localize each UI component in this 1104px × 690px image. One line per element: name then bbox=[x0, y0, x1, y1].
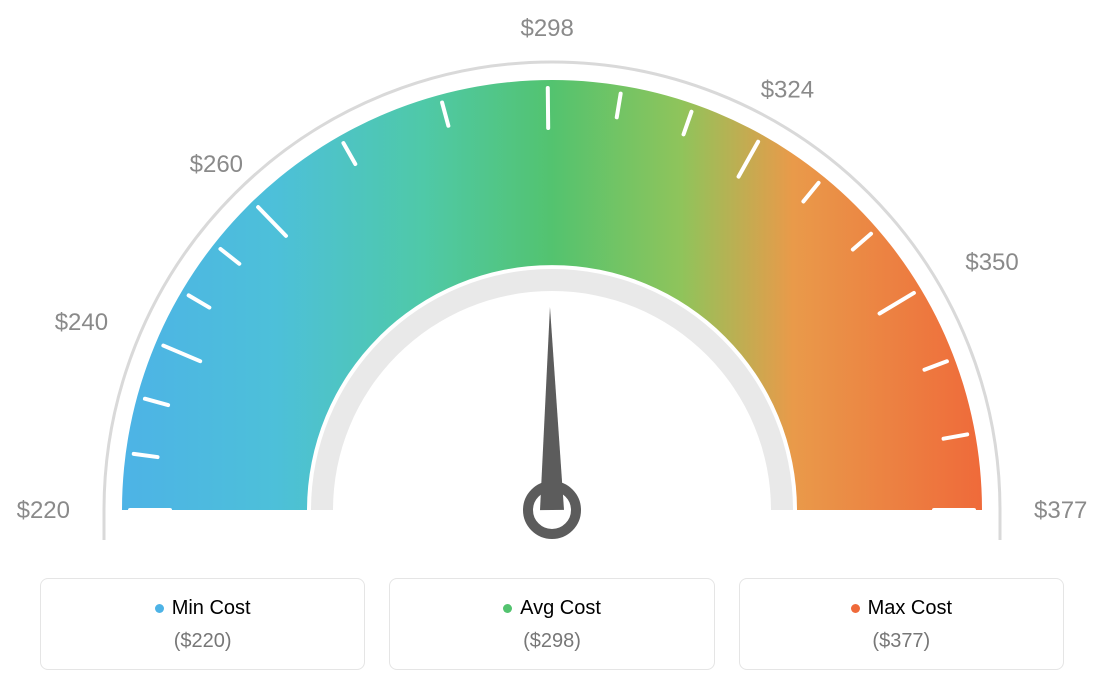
legend-label-max: Max Cost bbox=[868, 597, 952, 620]
legend-label-min: Min Cost bbox=[172, 597, 251, 620]
cost-gauge-container: $220 $240 $260 $298 $324 $350 $377 Min Cost ($… bbox=[0, 0, 1104, 690]
svg-text:$240: $240 bbox=[55, 309, 108, 336]
legend-value-avg: ($298) bbox=[400, 630, 703, 653]
legend-card-avg: Avg Cost ($298) bbox=[389, 578, 714, 670]
legend-dot-icon bbox=[155, 604, 164, 613]
legend-value-max: ($377) bbox=[750, 630, 1053, 653]
legend-value-min: ($220) bbox=[51, 630, 354, 653]
svg-text:$220: $220 bbox=[17, 497, 70, 524]
legend-title-avg: Avg Cost bbox=[503, 597, 601, 620]
legend-card-min: Min Cost ($220) bbox=[40, 578, 365, 670]
gauge-chart: $220 $240 $260 $298 $324 $350 $377 bbox=[0, 0, 1104, 560]
svg-text:$377: $377 bbox=[1034, 497, 1087, 524]
legend-dot-icon bbox=[503, 604, 512, 613]
legend-dot-icon bbox=[851, 604, 860, 613]
legend-title-max: Max Cost bbox=[851, 597, 952, 620]
svg-text:$260: $260 bbox=[190, 151, 243, 178]
svg-text:$298: $298 bbox=[520, 15, 573, 42]
svg-text:$324: $324 bbox=[761, 76, 814, 103]
legend-title-min: Min Cost bbox=[155, 597, 251, 620]
legend-label-avg: Avg Cost bbox=[520, 597, 601, 620]
legend-row: Min Cost ($220) Avg Cost ($298) Max Cost… bbox=[40, 578, 1064, 670]
svg-text:$350: $350 bbox=[965, 249, 1018, 276]
legend-card-max: Max Cost ($377) bbox=[739, 578, 1064, 670]
